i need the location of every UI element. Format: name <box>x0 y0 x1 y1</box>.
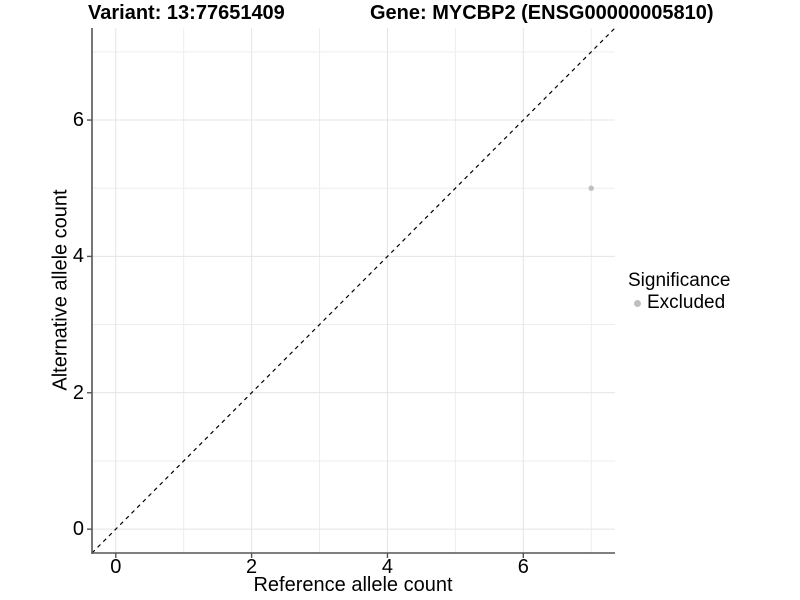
x-tick-label: 4 <box>381 556 394 578</box>
plot-title-gene: Gene: MYCBP2 (ENSG00000005810) <box>370 2 714 24</box>
legend-entry-excluded: Excluded <box>628 293 730 313</box>
y-tick-label: 2 <box>72 381 84 404</box>
data-point <box>588 185 594 191</box>
identity-dashed-line <box>91 27 616 554</box>
plot-title-variant: Variant: 13:77651409 <box>88 2 285 24</box>
y-tick-label: 6 <box>72 109 84 132</box>
x-tick-label: 6 <box>517 556 529 578</box>
x-tick-label: 0 <box>110 556 122 578</box>
legend-entry-label: Excluded <box>647 292 726 313</box>
x-tick-label: 2 <box>246 556 258 578</box>
y-tick-label: 0 <box>72 518 84 541</box>
legend-point-icon <box>634 299 641 307</box>
legend: Significance Excluded <box>628 271 730 313</box>
y-axis-label: Alternative allele count <box>49 189 72 391</box>
y-tick-label: 4 <box>72 245 84 268</box>
x-axis-label: Reference allele count <box>253 574 453 596</box>
legend-title: Significance <box>628 270 731 291</box>
